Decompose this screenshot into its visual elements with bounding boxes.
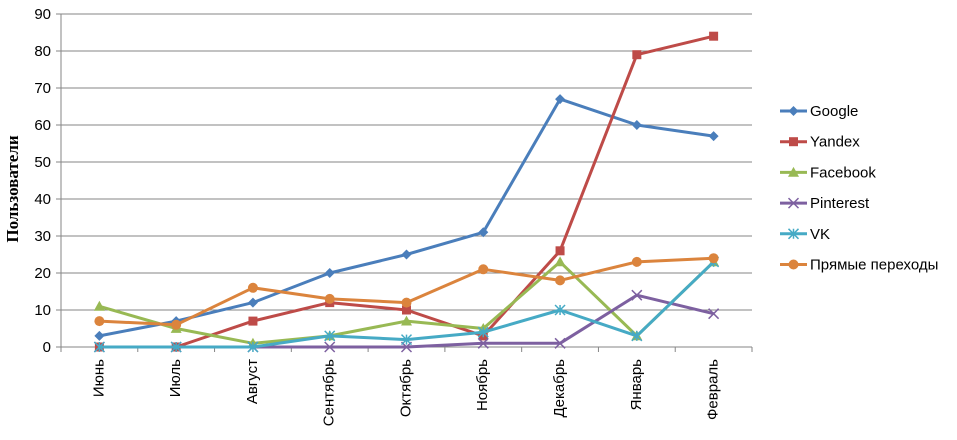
series-vk bbox=[93, 256, 720, 353]
data-point bbox=[632, 50, 642, 60]
data-point bbox=[709, 31, 719, 41]
legend-marker bbox=[787, 197, 800, 209]
data-point bbox=[247, 282, 258, 293]
y-tick-label: 60 bbox=[34, 117, 51, 134]
data-point bbox=[401, 315, 412, 326]
data-point bbox=[324, 341, 336, 353]
x-tick-label: Январь bbox=[628, 359, 645, 411]
data-point bbox=[401, 297, 412, 308]
data-point bbox=[631, 330, 643, 342]
y-tick-label: 70 bbox=[34, 80, 51, 97]
data-point bbox=[554, 256, 566, 267]
legend-marker bbox=[788, 166, 799, 177]
data-point bbox=[93, 341, 105, 353]
legend-marker bbox=[788, 106, 799, 116]
data-point bbox=[170, 341, 182, 353]
data-point bbox=[478, 264, 489, 275]
y-axis-label: Пользователи bbox=[3, 135, 22, 243]
x-tick-label: Июнь bbox=[90, 359, 107, 397]
x-tick-label: Декабрь bbox=[551, 359, 568, 418]
data-point bbox=[708, 131, 719, 142]
y-tick-label: 20 bbox=[34, 265, 51, 282]
y-tick-label: 30 bbox=[34, 228, 51, 245]
x-tick-label: Июль bbox=[167, 359, 184, 397]
data-point bbox=[247, 297, 258, 308]
legend-label: Google bbox=[810, 103, 858, 120]
legend-label: Facebook bbox=[810, 164, 876, 181]
legend-label: Yandex bbox=[810, 134, 860, 151]
legend-item: Yandex bbox=[780, 134, 860, 151]
legend: Google Yandex Facebook Pinterest VK Прямые пе… bbox=[780, 103, 938, 274]
y-tick-label: 0 bbox=[43, 339, 51, 356]
data-point bbox=[247, 341, 259, 353]
data-point bbox=[555, 275, 566, 286]
x-tick-label: Октябрь bbox=[397, 359, 414, 417]
x-tick-labels: Июнь Июль Август Сентябрь Октябрь Ноябрь Декаб… bbox=[90, 359, 721, 426]
x-tick-label: Февраль bbox=[705, 359, 722, 420]
data-point bbox=[631, 256, 642, 267]
data-point bbox=[400, 334, 413, 346]
data-point bbox=[401, 249, 412, 260]
y-tick-label: 10 bbox=[34, 302, 51, 319]
legend-marker bbox=[788, 259, 799, 270]
y-tick-labels: 0 10 20 30 40 50 60 70 80 90 bbox=[34, 6, 51, 356]
data-point bbox=[324, 330, 336, 342]
series-line bbox=[99, 256, 714, 327]
legend-label: VK bbox=[810, 226, 830, 243]
data-point bbox=[478, 227, 489, 238]
x-tick-label: Август bbox=[244, 359, 261, 404]
y-tick-label: 90 bbox=[34, 6, 51, 23]
data-point bbox=[555, 94, 566, 105]
data-point bbox=[94, 316, 105, 327]
data-point bbox=[477, 326, 489, 338]
data-point bbox=[631, 120, 642, 130]
data-point bbox=[171, 319, 182, 330]
data-point bbox=[477, 337, 489, 349]
data-point bbox=[248, 316, 258, 326]
legend-item: Прямые переходы bbox=[780, 257, 938, 274]
data-point bbox=[93, 300, 105, 311]
x-tick-label: Ноябрь bbox=[474, 359, 491, 411]
data-point bbox=[554, 304, 566, 316]
legend-item: Pinterest bbox=[780, 195, 870, 212]
legend-item: VK bbox=[780, 226, 830, 243]
legend-item: Google bbox=[780, 103, 858, 120]
legend-label: Pinterest bbox=[810, 195, 870, 212]
data-point bbox=[324, 293, 335, 304]
legend-label: Прямые переходы bbox=[810, 257, 938, 274]
y-tick-label: 80 bbox=[34, 43, 51, 60]
data-point bbox=[402, 305, 411, 315]
data-point bbox=[708, 308, 720, 320]
data-point bbox=[708, 253, 719, 264]
legend-marker bbox=[789, 137, 798, 147]
y-tick-label: 40 bbox=[34, 191, 51, 208]
data-point bbox=[631, 289, 643, 301]
data-point bbox=[555, 246, 565, 256]
legend-item: Facebook bbox=[780, 164, 876, 181]
legend-marker bbox=[787, 228, 800, 240]
data-point bbox=[94, 330, 105, 341]
series-прямые-переходы bbox=[94, 253, 719, 330]
y-tick-label: 50 bbox=[34, 154, 51, 171]
grid-lines bbox=[61, 13, 752, 311]
data-point bbox=[324, 268, 335, 278]
x-tick-label: Сентябрь bbox=[321, 359, 338, 426]
series-group bbox=[93, 31, 720, 353]
data-point bbox=[554, 337, 566, 349]
